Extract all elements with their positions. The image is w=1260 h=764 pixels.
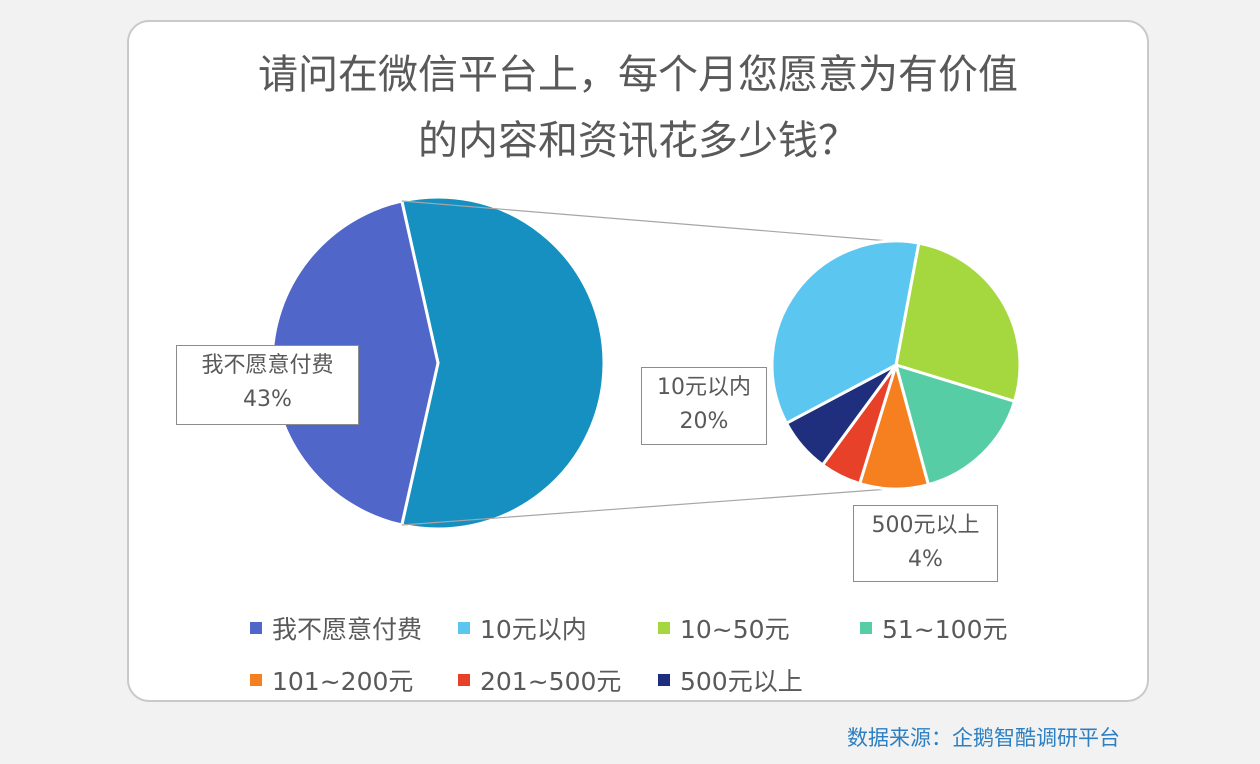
legend-label: 201~500元 bbox=[480, 667, 622, 696]
secondary-slice-2 bbox=[894, 363, 1017, 487]
legend-item: 201~500元 bbox=[458, 662, 621, 698]
legend-label: 10元以内 bbox=[480, 615, 587, 644]
data-source-note: 数据来源：企鹅智酷调研平台 bbox=[847, 726, 1120, 750]
legend-swatch bbox=[658, 622, 670, 634]
data-label-no-pay: 我不愿意付费 43% bbox=[176, 345, 359, 425]
legend-item: 10元以内 bbox=[458, 610, 587, 646]
legend-label: 10~50元 bbox=[680, 615, 790, 644]
legend-label: 51~100元 bbox=[882, 615, 1008, 644]
legend-swatch bbox=[458, 674, 470, 686]
legend-swatch bbox=[860, 622, 872, 634]
data-label-under-10: 10元以内 20% bbox=[641, 367, 767, 445]
data-label-no-pay-category: 我不愿意付费 bbox=[201, 353, 334, 378]
legend-label: 我不愿意付费 bbox=[272, 615, 423, 644]
secondary-slice-0 bbox=[770, 239, 921, 425]
legend-item: 51~100元 bbox=[860, 610, 1007, 646]
legend-item: 我不愿意付费 bbox=[250, 610, 422, 646]
legend-item: 101~200元 bbox=[250, 662, 413, 698]
connector-line-bottom bbox=[401, 488, 890, 526]
data-label-no-pay-value: 43% bbox=[243, 387, 292, 412]
chart-title: 请问在微信平台上，每个月您愿意为有价值 的内容和资讯花多少钱？ bbox=[127, 42, 1149, 174]
chart-title-line-2: 的内容和资讯花多少钱？ bbox=[418, 118, 858, 164]
legend-swatch bbox=[658, 674, 670, 686]
connector-line-top bbox=[401, 200, 890, 242]
legend-swatch bbox=[458, 622, 470, 634]
data-label-under-10-value: 20% bbox=[679, 409, 729, 434]
data-label-under-10-category: 10元以内 bbox=[657, 375, 751, 400]
legend-item: 10~50元 bbox=[658, 610, 790, 646]
data-label-over-500: 500元以上 4% bbox=[853, 505, 998, 582]
chart-title-line-1: 请问在微信平台上，每个月您愿意为有价值 bbox=[258, 52, 1018, 98]
legend-label: 500元以上 bbox=[680, 667, 803, 696]
legend-item: 500元以上 bbox=[658, 662, 803, 698]
primary-slice-other bbox=[400, 195, 606, 531]
data-label-over-500-category: 500元以上 bbox=[871, 513, 980, 538]
legend-swatch bbox=[250, 622, 262, 634]
legend-swatch bbox=[250, 674, 262, 686]
legend-label: 101~200元 bbox=[272, 667, 414, 696]
data-label-over-500-value: 4% bbox=[908, 547, 943, 572]
secondary-slice-1 bbox=[894, 241, 1022, 403]
